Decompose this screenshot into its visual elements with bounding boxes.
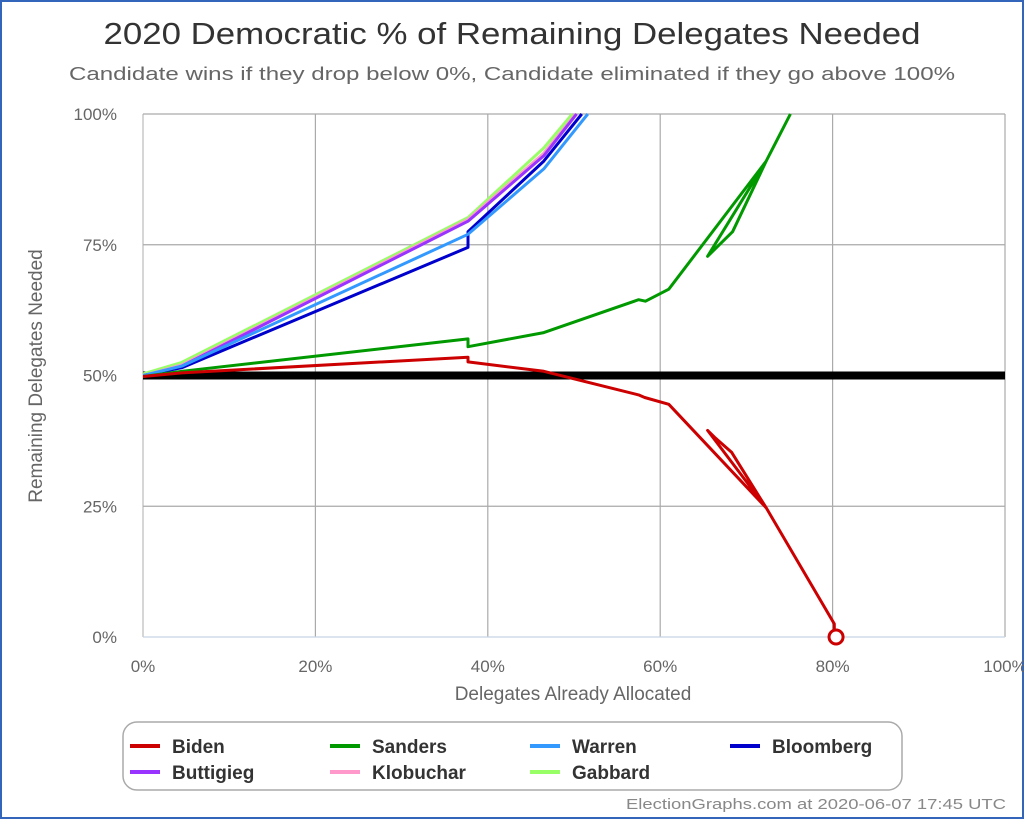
legend-label: Bloomberg [772,737,872,758]
x-tick-label: 20% [298,657,332,676]
series-line-biden [143,355,836,637]
y-tick-label: 100% [74,105,117,124]
x-axis-ticks: 0% 20% 40% 60% 80% 100% [131,657,1024,676]
series-line-sanders [143,113,792,378]
y-tick-label: 75% [83,236,117,255]
series-line-gabbard [143,113,574,376]
y-tick-label: 0% [92,628,117,647]
legend [122,721,903,791]
legend-item-warren[interactable]: Warren [530,737,637,758]
series-line-warren [143,113,589,377]
series-lines [143,113,836,637]
y-tick-label: 50% [83,367,117,386]
legend-item-bloomberg[interactable]: Bloomberg [730,737,872,758]
legend-item-gabbard[interactable]: Gabbard [530,763,650,784]
x-tick-label: 80% [816,657,850,676]
y-axis-label: Remaining Delegates Needed [26,249,47,503]
x-tick-label: 40% [471,657,505,676]
x-tick-label: 60% [643,657,677,676]
x-axis-label: Delegates Already Allocated [455,684,692,705]
y-tick-label: 25% [83,497,117,516]
legend-label: Biden [172,737,225,758]
x-tick-label: 0% [131,657,156,676]
chart-subtitle: Candidate wins if they drop below 0%, Ca… [69,64,955,84]
footer-credit: ElectionGraphs.com at 2020-06-07 17:45 U… [626,796,1006,813]
chart-title: 2020 Democratic % of Remaining Delegates… [104,16,921,51]
y-axis-ticks: 0% 25% 50% 75% 100% [74,105,117,647]
legend-item-sanders[interactable]: Sanders [330,737,447,758]
legend-item-klobuchar[interactable]: Klobuchar [330,763,467,784]
legend-label: Sanders [372,737,447,758]
legend-item-buttigieg[interactable]: Buttigieg [130,763,254,784]
legend-label: Warren [572,737,637,758]
end-marker-biden [827,628,845,646]
legend-label: Buttigieg [172,763,254,784]
legend-items: Biden Sanders Warren Bloomberg Buttigieg Klob… [130,737,872,784]
legend-label: Klobuchar [372,763,467,784]
legend-item-biden[interactable]: Biden [130,737,225,758]
x-tick-label: 100% [983,657,1024,676]
legend-label: Gabbard [572,763,650,784]
